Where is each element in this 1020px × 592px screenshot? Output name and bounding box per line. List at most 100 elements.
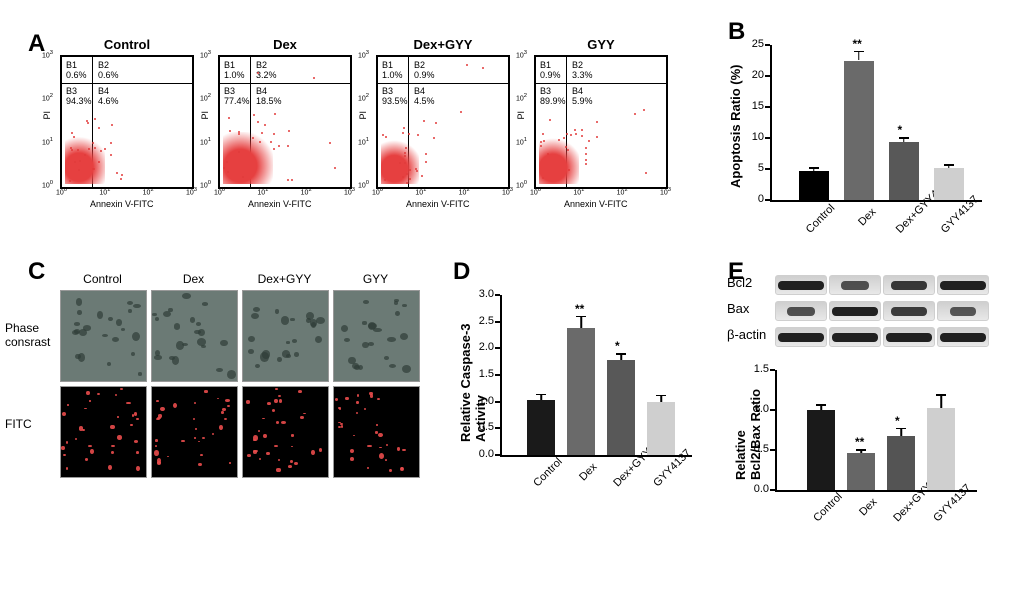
flow-plot: DexB11.0%B23.2%B377.4%B418.5%Annexin V-F… <box>218 55 352 189</box>
flow-plot-title: Dex+GYY <box>376 37 510 52</box>
caspase3-xlabel: GYY4137 <box>651 461 679 489</box>
micro-col-label: GYY <box>333 272 418 286</box>
caspase3-xlabel: Dex+GYY4137 <box>611 461 639 489</box>
micrograph-image <box>242 290 329 382</box>
bcl2bax-bar <box>807 410 835 490</box>
blot-protein-label: β-actin <box>727 327 766 342</box>
caspase3-xlabel: Dex <box>571 461 599 489</box>
quadrant-label: B10.9% <box>540 61 561 81</box>
micrograph-image <box>60 290 147 382</box>
event-cloud <box>223 132 273 184</box>
apoptosis-bar <box>889 142 919 200</box>
quadrant-label: B44.5% <box>414 87 435 107</box>
apoptosis-sig: ** <box>853 37 862 51</box>
caspase3-ytick: 0.5 <box>472 421 494 433</box>
apoptosis-y-title: Apoptosis Ratio (%) <box>728 64 743 188</box>
micrograph-image <box>242 386 329 478</box>
apoptosis-ytick: 0 <box>742 193 764 205</box>
flow-plot: Dex+GYYB11.0%B20.9%B393.5%B44.5%Annexin … <box>376 55 510 189</box>
caspase3-ytick: 1.0 <box>472 395 494 407</box>
micrograph-image <box>333 290 420 382</box>
bcl2bax-bar <box>847 453 875 490</box>
bcl2bax-y-title: Relative Bcl2/Bax Ratio <box>733 384 763 480</box>
bcl2bax-xlabel: GYY4137 <box>931 496 959 524</box>
caspase3-ytick: 2.5 <box>472 315 494 327</box>
flow-plot-title: GYY <box>534 37 668 52</box>
flow-x-axis-label: Annexin V-FITC <box>90 199 154 209</box>
apoptosis-sig: * <box>898 123 903 137</box>
event-cloud <box>539 138 579 184</box>
quadrant-label: B20.6% <box>98 61 119 81</box>
apoptosis-xlabel: GYY4137 <box>938 206 968 236</box>
flow-plot: ControlB10.6%B20.6%B394.3%B44.6%Annexin … <box>60 55 194 189</box>
apoptosis-ytick: 15 <box>742 100 764 112</box>
caspase3-ytick: 1.5 <box>472 368 494 380</box>
blot-protein-label: Bax <box>727 301 749 316</box>
blot-row <box>775 301 989 321</box>
quadrant-label: B393.5% <box>382 87 408 107</box>
flow-y-axis-label: PI <box>42 111 52 120</box>
quadrant-label: B11.0% <box>224 61 245 81</box>
caspase3-sig: * <box>615 339 620 353</box>
apoptosis-ytick: 20 <box>742 69 764 81</box>
apoptosis-bar <box>799 171 829 200</box>
caspase3-ytick: 3.0 <box>472 288 494 300</box>
micro-col-label: Control <box>60 272 145 286</box>
flow-plot-title: Dex <box>218 37 352 52</box>
bcl2bax-ytick: 0.0 <box>747 483 769 495</box>
bcl2bax-xlabel: Dex+GYY4137 <box>891 496 919 524</box>
bcl2bax-bar <box>887 436 915 490</box>
bcl2bax-ytick: 0.5 <box>747 443 769 455</box>
flow-x-axis-label: Annexin V-FITC <box>406 199 470 209</box>
flow-plot: GYYB10.9%B23.3%B389.9%B45.9%Annexin V-FI… <box>534 55 668 189</box>
quadrant-label: B377.4% <box>224 87 250 107</box>
apoptosis-xlabel: Control <box>803 206 833 236</box>
caspase3-ytick: 2.0 <box>472 341 494 353</box>
bcl2bax-sig: ** <box>855 435 864 449</box>
micrograph-image <box>151 290 238 382</box>
caspase3-bar <box>527 400 555 455</box>
bcl2bax-bar <box>927 408 955 490</box>
panel-label-c: C <box>28 258 45 286</box>
apoptosis-bar <box>844 61 874 201</box>
quadrant-label: B11.0% <box>382 61 403 81</box>
micro-row-label: Phaseconsrast <box>5 321 57 350</box>
bcl2bax-sig: * <box>895 414 900 428</box>
micrograph-image <box>151 386 238 478</box>
apoptosis-xlabel: Dex <box>848 206 878 236</box>
bcl2bax-ytick: 1.5 <box>747 363 769 375</box>
blot-row <box>775 275 989 295</box>
flow-y-axis-label: PI <box>358 111 368 120</box>
quadrant-label: B418.5% <box>256 87 282 107</box>
flow-plot-title: Control <box>60 37 194 52</box>
flow-y-axis-label: PI <box>200 111 210 120</box>
flow-x-axis-label: Annexin V-FITC <box>564 199 628 209</box>
caspase3-bar <box>647 402 675 455</box>
quadrant-label: B394.3% <box>66 87 92 107</box>
quadrant-label: B45.9% <box>572 87 593 107</box>
caspase3-ytick: 0.0 <box>472 448 494 460</box>
bcl2bax-xlabel: Control <box>811 496 839 524</box>
micro-col-label: Dex+GYY <box>242 272 327 286</box>
apoptosis-xlabel: Dex+GYY4137 <box>893 206 923 236</box>
flow-x-axis-label: Annexin V-FITC <box>248 199 312 209</box>
blot-protein-label: Bcl2 <box>727 275 752 290</box>
quadrant-label: B20.9% <box>414 61 435 81</box>
caspase3-xlabel: Control <box>531 461 559 489</box>
flow-y-axis-label: PI <box>516 111 526 120</box>
apoptosis-ytick: 5 <box>742 162 764 174</box>
quadrant-label: B389.9% <box>540 87 566 107</box>
quadrant-label: B23.2% <box>256 61 277 81</box>
apoptosis-bar <box>934 168 964 200</box>
bcl2bax-ytick: 1.0 <box>747 403 769 415</box>
blot-row <box>775 327 989 347</box>
bcl2bax-xlabel: Dex <box>851 496 879 524</box>
caspase3-bar <box>607 360 635 455</box>
caspase3-bar <box>567 328 595 455</box>
micrograph-image <box>60 386 147 478</box>
panel-label-d: D <box>453 258 470 286</box>
micro-col-label: Dex <box>151 272 236 286</box>
figure-root: A B C D E ControlB10.6%B20.6%B394.3%B44.… <box>0 0 1020 592</box>
apoptosis-ytick: 25 <box>742 38 764 50</box>
micrograph-image <box>333 386 420 478</box>
